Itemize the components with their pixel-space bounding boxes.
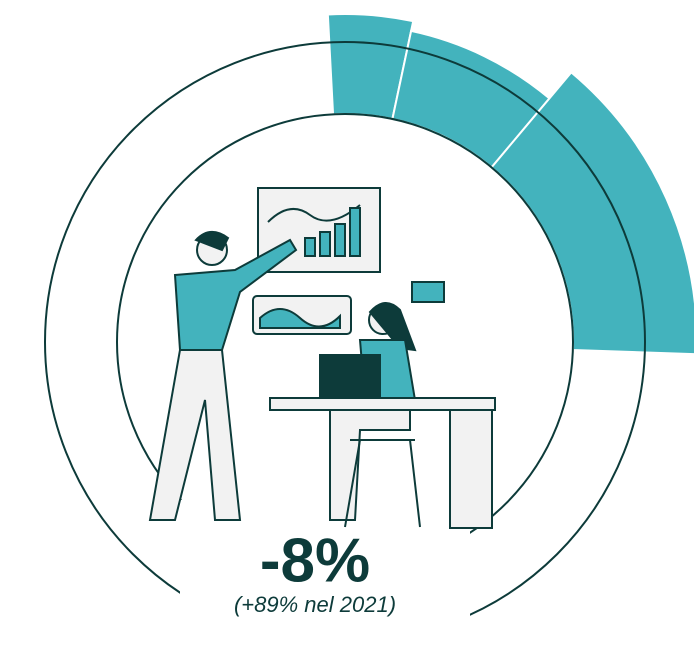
illustration	[148, 187, 496, 529]
note: (+89% nel 2021)	[234, 592, 396, 617]
ring-mask	[180, 500, 470, 647]
headline: -8%	[260, 526, 370, 595]
